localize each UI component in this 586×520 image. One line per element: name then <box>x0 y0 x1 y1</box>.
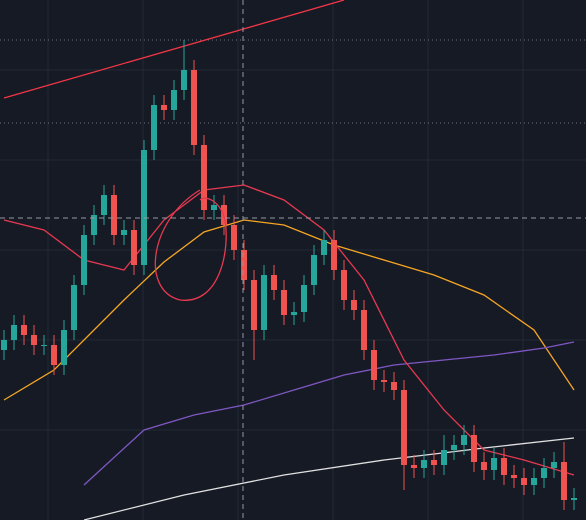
candle-body <box>51 345 57 365</box>
candle-body <box>441 450 447 465</box>
indicator-line <box>3 219 575 401</box>
candle-body <box>171 90 177 110</box>
candle-body <box>21 325 27 335</box>
drawing-loop <box>154 189 227 301</box>
indicator-line <box>3 184 575 476</box>
candle-body <box>361 310 367 350</box>
candle-body <box>521 478 527 485</box>
candle-body <box>341 270 347 300</box>
candle-body <box>231 225 237 250</box>
candle-body <box>281 290 287 315</box>
indicator-line <box>83 341 575 486</box>
candle-body <box>71 285 77 330</box>
candle-body <box>531 478 537 485</box>
candle-body <box>311 255 317 285</box>
candle-body <box>381 380 387 382</box>
candle-body <box>561 462 567 500</box>
candle-body <box>261 275 267 330</box>
candle-body <box>391 382 397 390</box>
candle-body <box>121 230 127 235</box>
candle-body <box>371 350 377 380</box>
candle-body <box>491 458 497 470</box>
candle-body <box>101 195 107 215</box>
candle-body <box>201 145 207 210</box>
candle-body <box>91 215 97 235</box>
candle-body <box>11 325 17 340</box>
candle-body <box>411 465 417 468</box>
candle-body <box>81 235 87 285</box>
candle-body <box>181 70 187 90</box>
candle-body <box>291 312 297 315</box>
candle-body <box>111 195 117 235</box>
candle-body <box>501 458 507 475</box>
candle-body <box>461 435 467 445</box>
candle-body <box>451 445 457 450</box>
candle-body <box>551 462 557 468</box>
candle-body <box>571 498 577 500</box>
candle-body <box>471 435 477 462</box>
candle-body <box>61 330 67 365</box>
candle-body <box>251 280 257 330</box>
candle-body <box>151 105 157 150</box>
indicator-line <box>83 437 575 520</box>
candle-body <box>421 460 427 468</box>
candle-body <box>511 475 517 478</box>
candle-body <box>141 150 147 265</box>
candle-body <box>241 250 247 280</box>
candle-body <box>541 468 547 478</box>
indicator-line <box>3 0 345 99</box>
candle-body <box>31 335 37 345</box>
candle-body <box>191 70 197 145</box>
candle-body <box>161 105 167 110</box>
candle-body <box>431 460 437 465</box>
candle-body <box>351 300 357 310</box>
candle-body <box>401 390 407 465</box>
candle-body <box>481 462 487 470</box>
candle-body <box>331 240 337 270</box>
candle-body <box>301 285 307 312</box>
candle-body <box>131 230 137 265</box>
candle-body <box>271 275 277 290</box>
candle-body <box>321 240 327 255</box>
candle-body <box>41 345 47 346</box>
candle-body <box>211 205 217 210</box>
candle-body <box>1 340 7 350</box>
